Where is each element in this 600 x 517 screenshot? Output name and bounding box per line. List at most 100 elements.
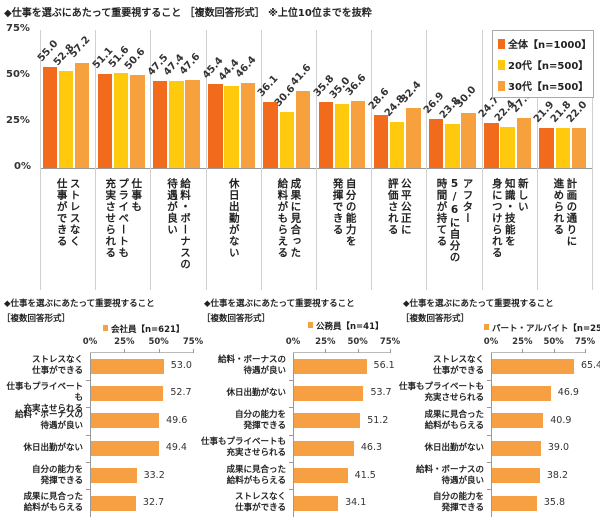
panel-subtitle: ［複数回答形式］ [2, 314, 71, 324]
bar [294, 468, 348, 484]
x-tick-mark [585, 349, 586, 353]
data-label: 53.7 [370, 387, 392, 399]
y-tick-label: 0% [14, 161, 31, 172]
y-tick-mark [487, 379, 491, 381]
x-tick-label: 50% [543, 337, 564, 347]
category-label: 休日出勤がない [23, 442, 83, 453]
x-tick-label: 0% [82, 337, 98, 347]
group-separator [481, 30, 483, 290]
bar [91, 385, 164, 401]
x-tick-label: 75% [182, 337, 204, 347]
group-separator [40, 30, 41, 290]
data-label: 32.4 [398, 79, 424, 106]
bar [97, 73, 113, 168]
category-label: 自分の能力を 発揮できる [331, 178, 357, 247]
category-label: 自分の能力を 発揮できる [31, 464, 83, 486]
x-tick-label: 25% [512, 337, 533, 347]
y-tick-mark [289, 379, 293, 381]
category-label: 休日出勤がない [424, 442, 484, 453]
x-tick-mark [158, 349, 160, 353]
panel-subtitle: ［複数回答形式］ [202, 314, 271, 324]
bar [263, 101, 278, 168]
legend-label: 20代【n=500】 [508, 61, 589, 72]
bar [539, 127, 554, 168]
bar [294, 413, 361, 429]
bar [208, 84, 223, 168]
category-label: ストレスなく 仕事ができる [55, 178, 81, 247]
y-tick-label: 25% [6, 115, 30, 126]
panel-title: ◆仕事を選ぶにあたって重要視すること [204, 299, 355, 309]
data-label: 46.3 [360, 442, 383, 454]
y-tick-mark [86, 407, 90, 409]
y-tick-mark [487, 407, 491, 409]
legend-label: 会社員【n=621】 [111, 325, 185, 335]
y-tick-mark [289, 407, 293, 409]
bar [294, 495, 339, 511]
bar [516, 118, 531, 168]
data-label: 52.7 [170, 387, 192, 399]
legend-swatch [484, 324, 489, 330]
x-tick-label: 25% [114, 337, 135, 347]
data-label: 57.2 [67, 34, 93, 60]
data-label: 30.6 [272, 82, 298, 109]
group-separator [371, 30, 373, 290]
x-tick-label: 75% [379, 337, 401, 347]
x-tick-mark [357, 349, 359, 353]
y-tick-mark [289, 489, 293, 491]
bar [91, 358, 164, 374]
bar [279, 111, 294, 168]
y-tick-mark [289, 434, 293, 436]
panel-title: ◆仕事を選ぶにあたって重要視すること [4, 299, 155, 309]
group-separator [592, 30, 593, 290]
bar [445, 124, 460, 168]
bar [74, 62, 90, 168]
category-label: 給料・ボーナスの 待遇が良い [415, 464, 484, 486]
y-tick-mark [86, 461, 90, 463]
legend-swatch [498, 60, 505, 70]
data-label: 49.4 [165, 442, 187, 454]
data-label: 40.9 [550, 414, 572, 426]
bar [91, 495, 136, 511]
y-tick-mark [487, 489, 491, 491]
legend-item: 全体【n=1000】 [498, 36, 591, 51]
bar [500, 126, 515, 168]
x-axis-line [491, 352, 585, 353]
bar [152, 80, 168, 168]
y-tick-mark [86, 434, 90, 436]
x-axis-line [90, 352, 193, 353]
category-label: ストレスなく 仕事ができる [31, 355, 83, 376]
panel-subtitle: ［複数回答形式］ [401, 314, 470, 324]
panel-title: ◆仕事を選ぶにあたって重要視すること [403, 299, 554, 309]
x-tick-label: 50% [347, 337, 368, 347]
legend [492, 30, 594, 98]
group-separator [95, 30, 97, 290]
bar [492, 468, 540, 484]
y-axis-line [90, 352, 91, 517]
bar [373, 115, 389, 168]
category-label: 仕事もプライベートも 充実させられる [398, 382, 484, 404]
bar [492, 358, 574, 374]
bar [294, 358, 367, 374]
data-label: 41.5 [354, 469, 376, 481]
bar [294, 440, 354, 456]
legend-label: 公務員【n=41】 [316, 322, 384, 332]
x-tick-label: 25% [315, 337, 336, 347]
bar [91, 440, 159, 456]
category-label: 自分の能力を 発揮できる [234, 409, 286, 431]
category-label: 計画の通りに 進められる [552, 178, 578, 247]
bar [350, 100, 366, 168]
bar [130, 74, 145, 168]
bar [185, 80, 200, 168]
category-label: 給料・ボーナスの 待遇が良い [166, 178, 191, 270]
legend-swatch [103, 325, 108, 331]
legend-label: 30代【n=500】 [508, 82, 589, 93]
bar [240, 82, 255, 168]
y-tick-mark [487, 434, 491, 436]
chart-title: ◆仕事を選ぶにあたって重要視すること ［複数回答形式］ ※上位10位までを抜粋 [4, 8, 372, 19]
data-label: 36.6 [343, 71, 369, 98]
bar [428, 118, 444, 168]
legend-label: 全体【n=1000】 [508, 40, 592, 51]
category-label: 新しい 知識・技能を 身につけられる [490, 178, 529, 259]
data-label: 49.6 [166, 414, 188, 426]
